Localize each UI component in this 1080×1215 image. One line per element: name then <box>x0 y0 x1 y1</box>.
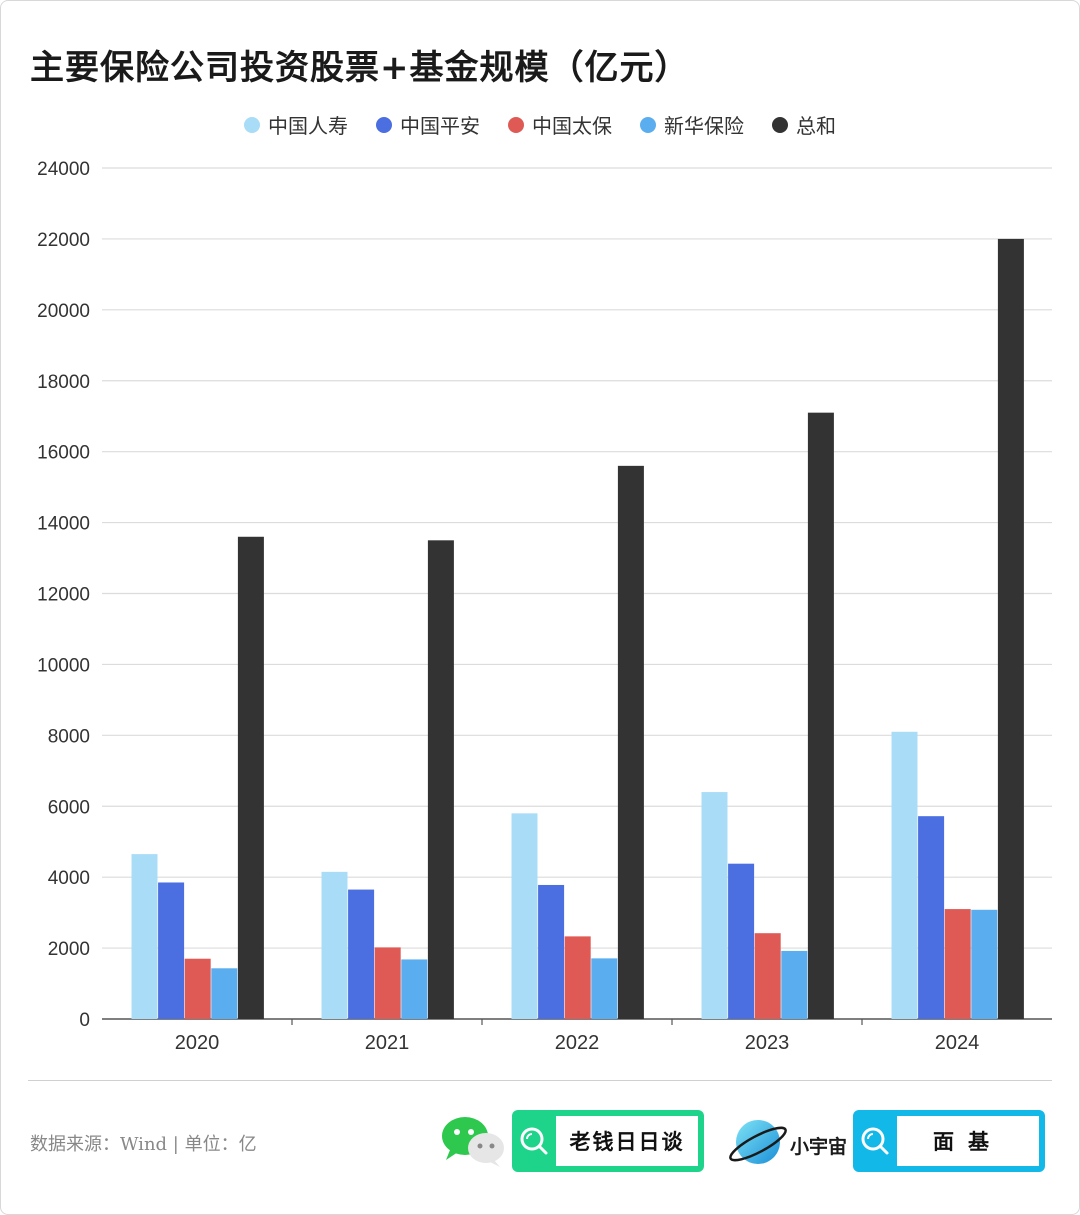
y-tick-label: 4000 <box>48 868 90 889</box>
bar <box>807 412 834 1020</box>
bar <box>237 536 264 1019</box>
bar <box>918 816 945 1019</box>
y-tick-label: 16000 <box>37 443 90 464</box>
chart-title: 主要保险公司投资股票+基金规模（亿元） <box>30 48 690 88</box>
bar <box>701 792 728 1019</box>
podcast-badge-laoqian[interactable]: 老钱日日谈 <box>512 1110 704 1172</box>
bar <box>348 889 375 1019</box>
footer-divider <box>28 1080 1052 1081</box>
bar <box>401 959 428 1019</box>
bar <box>158 882 185 1019</box>
legend-swatch <box>376 116 392 133</box>
legend-label: 中国平安 <box>400 114 480 138</box>
x-tick-label: 2021 <box>365 1032 410 1054</box>
y-tick-label: 12000 <box>37 585 90 606</box>
brand-xiaoyuzhou: 小宇宙 <box>790 1136 848 1158</box>
legend-swatch <box>640 116 656 133</box>
legend-item-new-china-life: 新华保险 <box>640 110 744 139</box>
bar <box>427 540 454 1019</box>
y-tick-label: 2000 <box>48 939 90 960</box>
podcast-badge-mianji[interactable]: 面基 <box>853 1110 1045 1172</box>
badge-label: 面基 <box>897 1116 1039 1166</box>
x-tick-label: 2020 <box>175 1032 220 1054</box>
y-tick-label: 14000 <box>37 514 90 535</box>
bar <box>728 863 755 1019</box>
bar <box>944 909 971 1019</box>
y-tick-label: 24000 <box>37 159 90 180</box>
bar <box>511 813 538 1019</box>
bar <box>211 968 238 1019</box>
y-tick-label: 6000 <box>48 797 90 818</box>
search-icon <box>512 1110 556 1172</box>
chart-legend: 中国人寿 中国平安 中国太保 新华保险 总和 <box>0 110 1080 139</box>
wechat-icon <box>442 1117 504 1167</box>
bar <box>538 884 565 1019</box>
bar <box>321 871 348 1019</box>
legend-swatch <box>508 116 524 133</box>
bar <box>754 933 781 1019</box>
bar <box>997 238 1024 1020</box>
bar <box>131 854 158 1019</box>
bar <box>184 958 211 1019</box>
bar <box>564 936 591 1019</box>
bar <box>374 947 401 1019</box>
planet-icon <box>729 1120 787 1164</box>
y-tick-label: 18000 <box>37 372 90 393</box>
legend-label: 总和 <box>796 114 836 138</box>
bar <box>617 465 644 1020</box>
legend-label: 新华保险 <box>664 114 744 138</box>
legend-item-ping-an: 中国平安 <box>376 110 480 139</box>
legend-label: 中国人寿 <box>268 114 348 138</box>
legend-item-total: 总和 <box>772 110 836 139</box>
y-tick-label: 0 <box>79 1010 90 1031</box>
legend-item-china-life: 中国人寿 <box>244 110 348 139</box>
bar <box>591 958 618 1019</box>
legend-swatch <box>772 116 788 133</box>
bar <box>971 909 998 1019</box>
x-tick-label: 2023 <box>745 1032 790 1054</box>
y-tick-label: 22000 <box>37 230 90 251</box>
data-source-note: 数据来源：Wind | 单位：亿 <box>30 1134 257 1155</box>
x-tick-label: 2022 <box>555 1032 600 1054</box>
legend-label: 中国太保 <box>532 114 612 138</box>
bar <box>891 731 918 1019</box>
legend-swatch <box>244 116 260 133</box>
legend-item-cpic: 中国太保 <box>508 110 612 139</box>
x-tick-label: 2024 <box>935 1032 980 1054</box>
bar-chart: 0 2000 4000 6000 8000 10000 12000 14000 16000 180… <box>37 159 1052 1054</box>
badge-label: 老钱日日谈 <box>556 1116 698 1166</box>
bar <box>781 950 808 1019</box>
search-icon <box>853 1110 897 1172</box>
y-tick-label: 10000 <box>37 655 90 676</box>
y-tick-label: 8000 <box>48 726 90 747</box>
y-tick-label: 20000 <box>37 301 90 322</box>
